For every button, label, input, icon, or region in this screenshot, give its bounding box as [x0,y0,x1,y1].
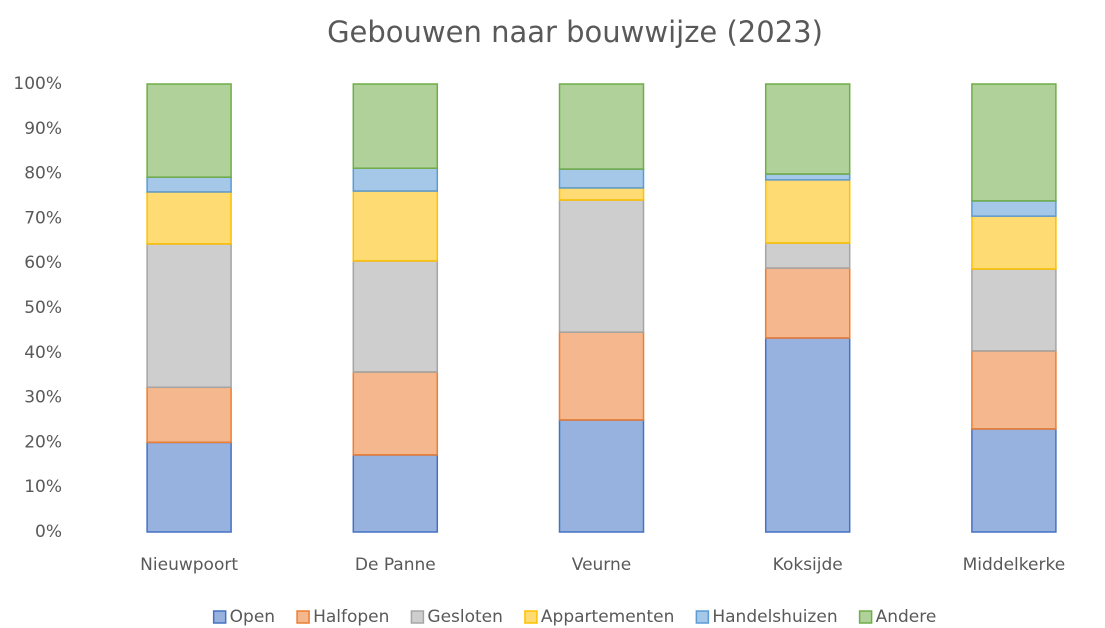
bar-segment [352,190,439,262]
legend-swatch [858,610,873,624]
bar-segment [971,350,1057,430]
bar-segment [971,268,1057,352]
bar-segment [146,441,232,533]
legend-label: Open [230,607,275,627]
bar-segment [558,83,645,170]
bar-segment [764,267,851,339]
y-tick-label: 30% [24,388,62,408]
bar-segment [352,167,439,192]
bar-segment [558,199,645,333]
bar-segment [764,173,851,181]
y-tick-label: 50% [24,298,62,318]
bar-segment [764,83,851,175]
bar-segment [146,386,232,444]
x-tick-label: Veurne [572,555,631,575]
y-tick-label: 20% [24,432,62,452]
legend-swatch [296,610,310,624]
bar-segment [764,242,851,269]
bar-segment [558,419,645,533]
legend-label: Andere [876,607,937,627]
legend-swatch [410,610,425,624]
y-tick-label: 10% [24,477,62,497]
bar-segment [971,200,1057,217]
legend-label: Appartementen [541,607,674,627]
bar-segment [352,260,439,373]
legend-swatch [212,610,227,624]
legend-label: Halfopen [313,607,389,627]
x-tick-label: De Panne [355,555,436,575]
x-tick-label: Nieuwpoort [140,555,238,575]
legend-swatch [695,610,710,624]
x-tick-label: Koksijde [773,555,843,575]
bar-segment [146,243,232,389]
y-tick-label: 0% [35,522,62,542]
bar-segment [558,187,645,201]
y-tick-label: 100% [13,74,62,94]
bar-segment [146,176,232,193]
bar-segment [352,83,439,169]
y-tick-label: 60% [24,253,62,273]
bar-segment [558,331,645,421]
bar-segment [146,191,232,245]
bar-segment [764,179,851,244]
legend-swatch [524,610,538,624]
y-tick-label: 70% [24,208,62,228]
bar-segment [971,83,1057,202]
bar-segment [558,168,645,189]
bar-segment [352,371,439,456]
y-tick-label: 90% [24,119,62,139]
bar-segment [971,215,1057,270]
y-tick-label: 80% [24,164,62,184]
bar-segment [971,428,1057,533]
bar-segment [764,337,851,533]
x-tick-label: Middelkerke [963,555,1066,575]
legend-label: Handelshuizen [712,607,837,627]
chart-title: Gebouwen naar bouwwijze (2023) [327,15,823,49]
y-tick-label: 40% [24,343,62,363]
bar-segment [146,83,232,178]
legend-label: Gesloten [427,607,503,627]
bar-segment [352,454,439,533]
